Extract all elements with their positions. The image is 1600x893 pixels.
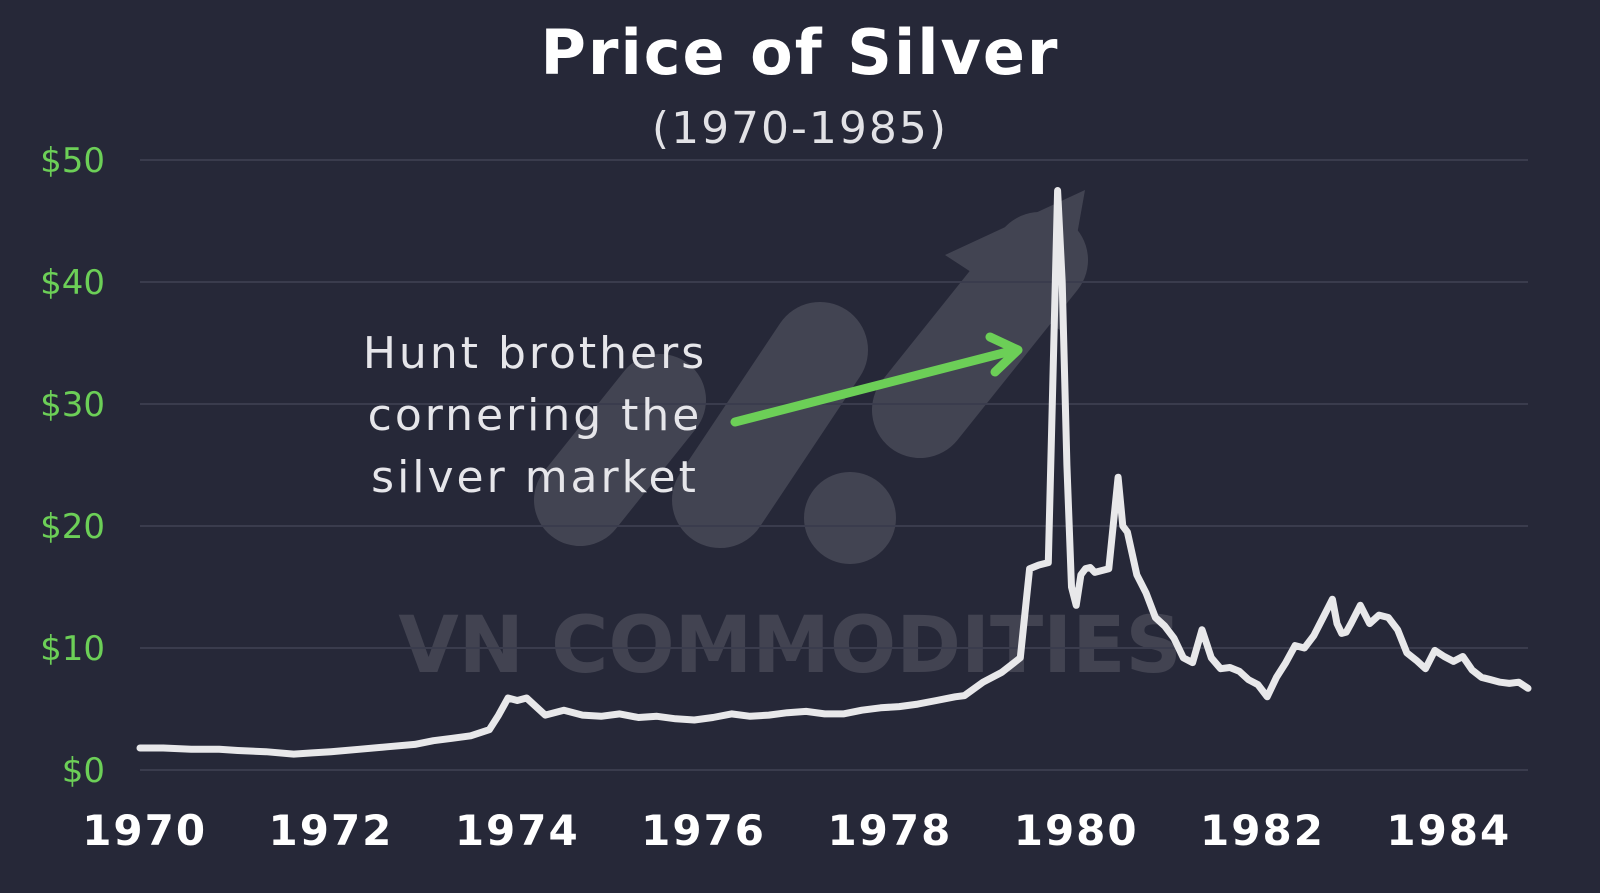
annotation: Hunt brothers cornering the silver marke… [363, 328, 1023, 503]
y-tick-label: $20 [40, 507, 105, 547]
series-group [136, 187, 1532, 758]
annotation-arrow-head [985, 332, 1023, 377]
y-tick-label: $0 [62, 751, 105, 791]
x-tick-label: 1982 [1200, 806, 1325, 855]
x-tick-label: 1970 [82, 806, 207, 855]
annotation-line-1: Hunt brothers [363, 328, 707, 379]
watermark-text: VN COMMODITIES [398, 601, 1181, 691]
annotation-line-2: cornering the [368, 390, 703, 441]
x-axis-tick-labels: 1970 1972 1974 1976 1978 1980 1982 1984 [82, 806, 1511, 855]
x-tick-label: 1980 [1014, 806, 1139, 855]
x-tick-label: 1976 [641, 806, 766, 855]
y-tick-label: $50 [40, 141, 105, 181]
annotation-arrow-shaft [730, 345, 1020, 427]
y-tick-label: $40 [40, 263, 105, 303]
x-tick-label: 1984 [1386, 806, 1511, 855]
x-tick-label: 1972 [269, 806, 394, 855]
x-tick-label: 1978 [827, 806, 952, 855]
chart-subtitle: (1970-1985) [652, 103, 948, 154]
y-tick-label: $10 [40, 629, 105, 669]
watermark-logo [534, 190, 1088, 564]
y-tick-label: $30 [40, 385, 105, 425]
annotation-line-3: silver market [371, 452, 699, 503]
gridlines [140, 159, 1528, 771]
y-axis-tick-labels: $0 $10 $20 $30 $40 $50 [40, 141, 105, 791]
chart-title: Price of Silver [540, 16, 1059, 89]
series-line-silver-price [136, 187, 1532, 758]
x-tick-label: 1974 [455, 806, 580, 855]
